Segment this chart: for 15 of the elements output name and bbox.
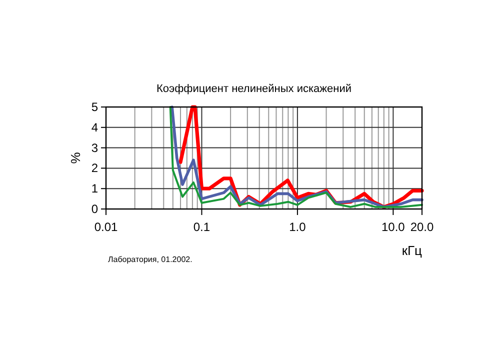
x-tick-label: 20.0 bbox=[410, 220, 434, 234]
y-axis-title: % bbox=[68, 152, 83, 164]
x-tick-label: 10.0 bbox=[382, 220, 406, 234]
x-axis-title: кГц bbox=[402, 243, 423, 258]
y-tick-label: 1 bbox=[91, 182, 98, 196]
y-tick-label: 5 bbox=[91, 100, 98, 114]
y-tick-label: 2 bbox=[91, 161, 98, 176]
chart-title: Коэффициент нелинейных искажений bbox=[156, 83, 352, 95]
x-tick-label: 1.0 bbox=[289, 220, 306, 234]
text: Лаборатория, 01.2002. bbox=[108, 255, 192, 264]
y-tick-label: 0 bbox=[91, 202, 98, 216]
x-tick-label: 0.1 bbox=[193, 220, 210, 234]
y-tick-label: 4 bbox=[91, 120, 98, 134]
x-tick-label: 0.01 bbox=[94, 220, 118, 234]
y-tick-label: 3 bbox=[91, 140, 98, 155]
